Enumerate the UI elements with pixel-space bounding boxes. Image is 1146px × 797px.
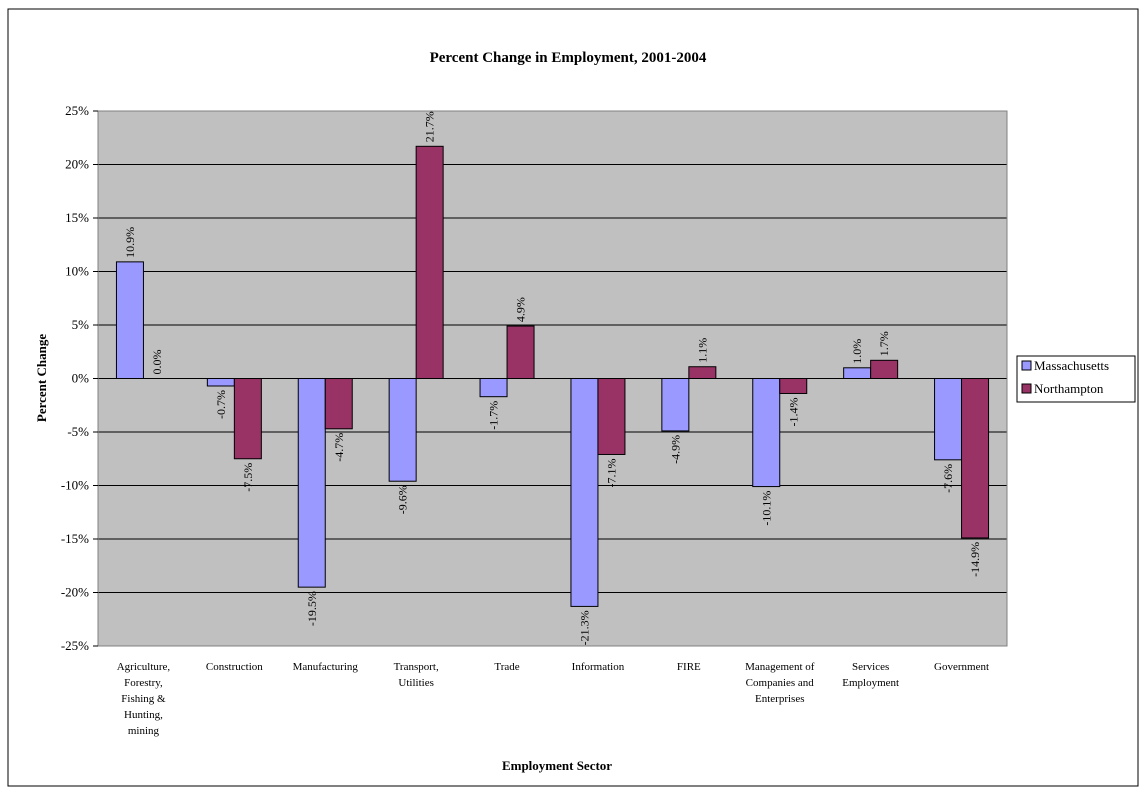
data-label-northampton: -7.1% <box>604 458 618 487</box>
bar-massachusetts <box>479 378 508 398</box>
data-label-massachusetts: -9.6% <box>396 485 410 514</box>
bars <box>115 145 990 607</box>
x-category-label: Transport, Utilities <box>394 661 439 689</box>
y-tick-label: 15% <box>65 210 89 225</box>
legend: Massachusetts Northampton <box>1016 355 1136 403</box>
x-category-label: Agriculture, Forestry, Fishing & Hunting, mi… <box>117 661 171 737</box>
bar-massachusetts <box>661 378 690 432</box>
bar-massachusetts <box>843 367 872 379</box>
x-category-label: Government <box>934 661 989 673</box>
bar-massachusetts <box>206 378 235 387</box>
legend-label-northampton: Northampton <box>1034 381 1104 396</box>
data-label-massachusetts: -4.9% <box>668 435 682 464</box>
bar-massachusetts <box>297 378 326 588</box>
data-label-northampton: -4.7% <box>332 433 346 462</box>
y-tick-label: 5% <box>72 317 90 332</box>
legend-swatch-massachusetts <box>1021 360 1032 371</box>
legend-box <box>1016 355 1136 403</box>
x-axis-categories: Agriculture, Forestry, Fishing & Hunting, mi… <box>117 661 989 737</box>
data-label-massachusetts: 1.0% <box>850 339 864 364</box>
data-label-massachusetts: -21.3% <box>577 610 591 645</box>
chart-title: Percent Change in Employment, 2001-2004 <box>430 50 707 66</box>
bar-northampton <box>597 378 626 455</box>
data-label-northampton: 0.0% <box>150 350 164 375</box>
bar-massachusetts <box>388 378 417 482</box>
bar-northampton <box>779 378 808 394</box>
y-tick-label: -25% <box>61 638 89 653</box>
bar-northampton <box>415 145 444 379</box>
data-label-northampton: 4.9% <box>514 297 528 322</box>
x-axis-title: Employment Sector <box>502 758 612 773</box>
data-label-massachusetts: -7.6% <box>941 464 955 493</box>
data-label-northampton: 1.7% <box>877 331 891 356</box>
data-label-massachusetts: -10.1% <box>759 491 773 526</box>
x-category-label: Trade <box>494 661 519 673</box>
bar-northampton <box>506 325 535 380</box>
x-category-label: FIRE <box>677 661 701 673</box>
y-axis-title: Percent Change <box>34 334 49 422</box>
legend-swatch-northampton <box>1021 383 1032 394</box>
bar-northampton <box>324 378 353 430</box>
x-category-label: Information <box>572 661 625 673</box>
data-label-northampton: -7.5% <box>241 463 255 492</box>
bar-northampton <box>870 359 899 379</box>
data-label-massachusetts: 10.9% <box>123 227 137 258</box>
bar-northampton <box>688 366 717 380</box>
x-category-label: Manufacturing <box>293 661 359 673</box>
x-category-label: Construction <box>206 661 263 673</box>
bar-massachusetts <box>115 261 144 379</box>
data-label-massachusetts: -0.7% <box>214 390 228 419</box>
y-tick-label: 20% <box>65 157 89 172</box>
data-label-northampton: 1.1% <box>695 338 709 363</box>
y-tick-label: -5% <box>67 424 89 439</box>
data-label-massachusetts: -19.5% <box>305 591 319 626</box>
bar-massachusetts <box>934 378 963 461</box>
y-tick-label: -10% <box>61 478 89 493</box>
bar-northampton <box>961 378 990 539</box>
x-category-label: Management of Companies and Enterprises <box>745 661 815 705</box>
y-tick-label: 25% <box>65 103 89 118</box>
data-label-northampton: -14.9% <box>968 542 982 577</box>
legend-label-massachusetts: Massachusetts <box>1034 358 1109 373</box>
bar-massachusetts <box>752 378 781 488</box>
bar-massachusetts <box>570 378 599 607</box>
y-tick-label: -15% <box>61 531 89 546</box>
data-label-northampton: 21.7% <box>423 111 437 142</box>
y-tick-label: -20% <box>61 585 89 600</box>
x-category-label: Services Employment <box>842 661 899 689</box>
y-tick-label: 0% <box>72 371 90 386</box>
data-label-massachusetts: -1.7% <box>487 401 501 430</box>
bar-northampton <box>233 378 262 460</box>
data-label-northampton: -1.4% <box>786 397 800 426</box>
data-labels: 10.9% -0.7% -19.5% -9.6% -1.7% -21.3% -4.9% -10… <box>123 111 982 645</box>
y-tick-label: 10% <box>65 264 89 279</box>
y-axis-ticks: 25% 20% 15% 10% 5% 0% -5% -10% -15% -20% -25% <box>61 103 98 653</box>
